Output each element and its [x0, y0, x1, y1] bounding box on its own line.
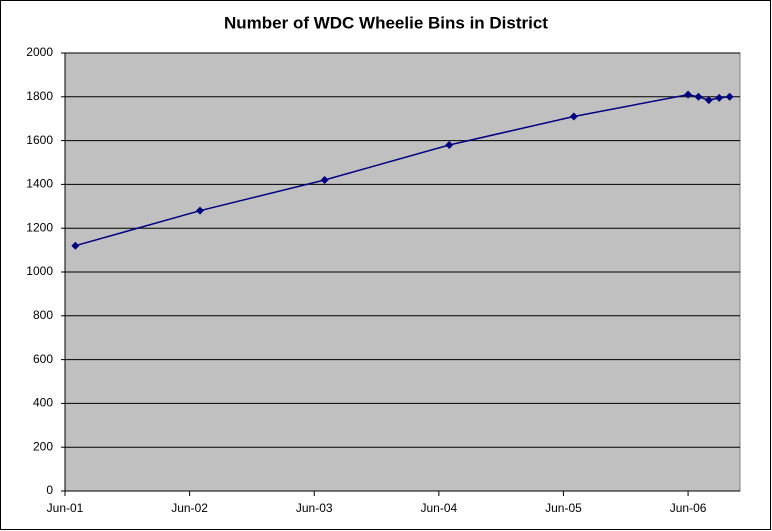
y-tick-label: 1000: [26, 264, 53, 278]
data-point: [694, 92, 703, 101]
data-point: [196, 206, 204, 215]
y-tick-label: 200: [33, 439, 53, 453]
data-point: [71, 241, 80, 250]
data-point: [684, 90, 693, 99]
x-tick-label: Jun-01: [47, 501, 84, 515]
data-line: [75, 93, 730, 247]
y-tick-label: 1600: [26, 133, 53, 147]
x-tick-label: Jun-06: [670, 501, 707, 515]
data-point: [320, 176, 329, 185]
data-point: [704, 96, 713, 105]
y-tick-label: 400: [33, 396, 53, 410]
x-tick-label: Jun-04: [420, 501, 457, 515]
data-point: [445, 140, 454, 149]
data-point: [725, 92, 734, 101]
y-tick-label: 1200: [26, 220, 53, 234]
data-point: [569, 112, 578, 121]
y-tick-label: 1800: [26, 89, 53, 103]
y-tick-label: 600: [33, 352, 53, 366]
data-point: [715, 93, 724, 102]
x-tick-label: Jun-05: [545, 501, 582, 515]
y-tick-label: 0: [46, 483, 53, 497]
x-tick-label: Jun-03: [296, 501, 333, 515]
y-tick-label: 2000: [26, 45, 53, 59]
chart-title: Number of WDC Wheelie Bins in District: [224, 13, 548, 32]
y-tick-label: 800: [33, 308, 53, 322]
x-tick-label: Jun-02: [171, 501, 208, 515]
y-tick-label: 1400: [26, 177, 53, 191]
